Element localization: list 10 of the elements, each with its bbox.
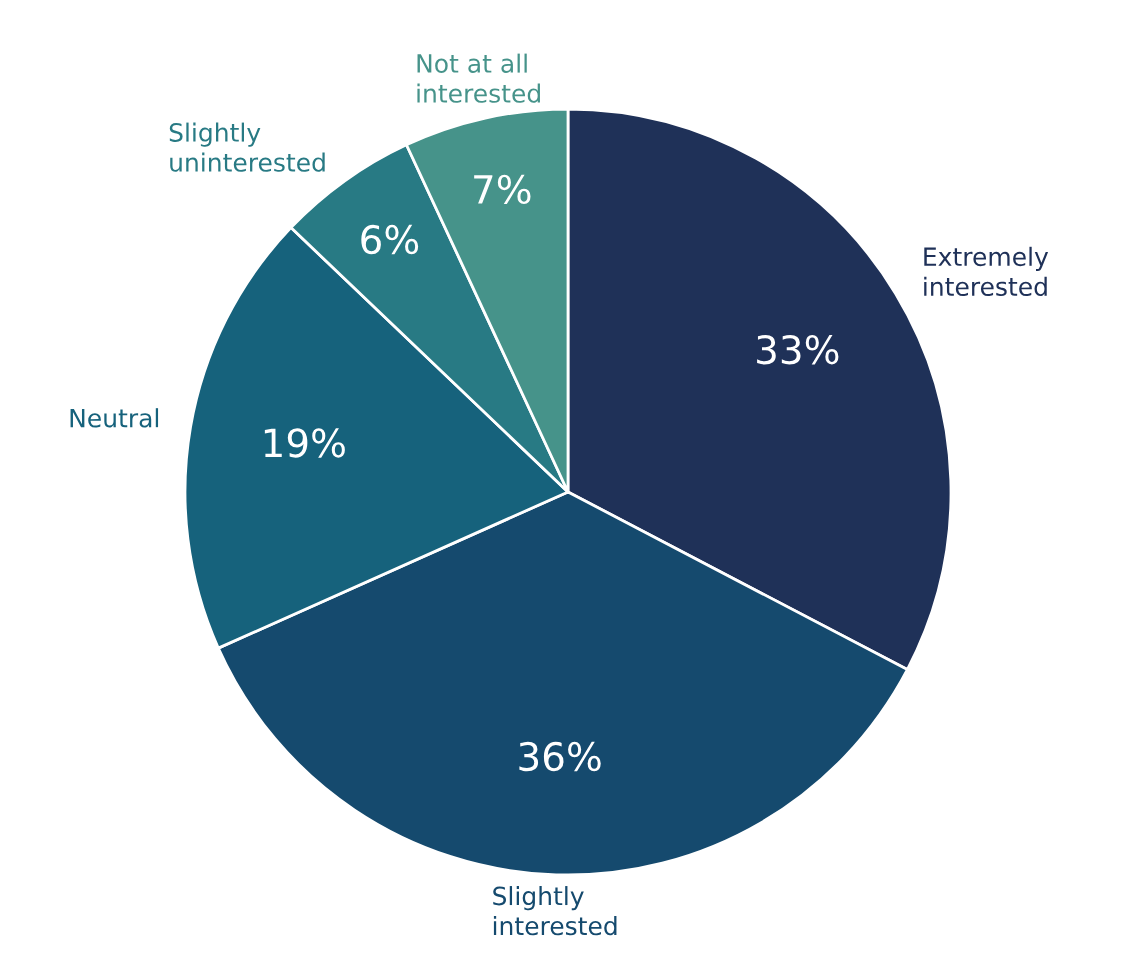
data-label: 6% bbox=[361, 224, 419, 255]
slice-label: Extremely interested bbox=[924, 246, 1049, 297]
data-label: 33% bbox=[757, 335, 839, 365]
slice-label: Slightly interested bbox=[493, 886, 617, 936]
data-label: 7% bbox=[474, 174, 531, 205]
slice-label: Neutral bbox=[70, 408, 159, 428]
slice-label: Slightly uninterested bbox=[169, 122, 325, 172]
data-label: 36% bbox=[519, 741, 601, 772]
data-label: 19% bbox=[264, 428, 345, 458]
slice-label: Not at all interested bbox=[417, 53, 540, 103]
